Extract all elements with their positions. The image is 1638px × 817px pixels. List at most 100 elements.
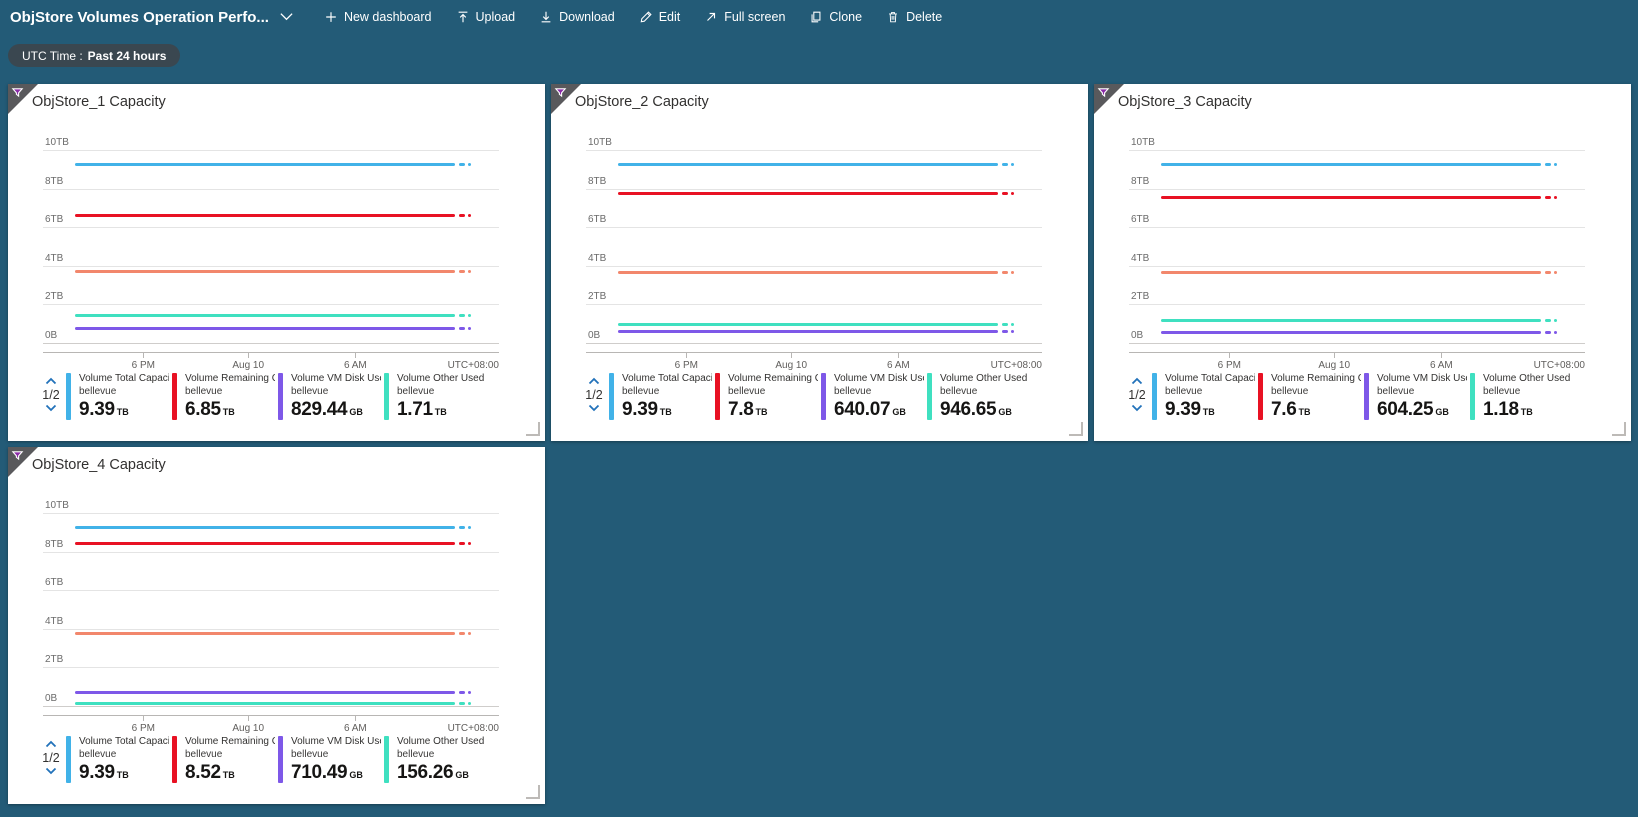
resource-name: bellevue xyxy=(1271,386,1309,397)
tile-filter-badge[interactable] xyxy=(1094,84,1124,114)
metric-number: 946.65 xyxy=(940,399,997,420)
resource-name: bellevue xyxy=(1377,386,1415,397)
pager-down-icon[interactable] xyxy=(1131,404,1143,412)
series-line-orange xyxy=(618,271,1014,275)
gridline: 8TB xyxy=(43,176,499,190)
metric-unit: GB xyxy=(998,407,1012,417)
time-range-prefix: UTC Time : xyxy=(22,48,83,63)
x-axis-label: 6 PM xyxy=(131,723,155,734)
legend-card-text: Volume VM Disk Used ... bellevue 829.44G… xyxy=(291,373,381,421)
plus-icon xyxy=(326,12,336,22)
metric-name: Volume VM Disk Used ... xyxy=(291,373,381,384)
legend-card-text: Volume VM Disk Used ... bellevue 640.07G… xyxy=(834,373,924,421)
resource-name: bellevue xyxy=(79,386,117,397)
edit-button[interactable]: Edit xyxy=(639,10,680,24)
metric-unit: TB xyxy=(1520,407,1533,417)
resource-name: bellevue xyxy=(397,749,435,760)
series-line-blue xyxy=(1161,163,1557,166)
legend-row: 1/2 Volume Total Capacit... bellevue 9.3… xyxy=(8,736,545,792)
x-axis-label: 6 AM xyxy=(343,360,367,371)
metric-number: 829.44 xyxy=(291,399,348,420)
tile-filter-badge[interactable] xyxy=(8,84,38,114)
legend-card-text: Volume VM Disk Used ... bellevue 710.49G… xyxy=(291,736,381,784)
tile-title: ObjStore_1 Capacity xyxy=(32,94,166,110)
tile-resize-handle[interactable] xyxy=(1612,422,1626,436)
series-color-bar xyxy=(66,736,71,783)
upload-icon xyxy=(458,11,467,23)
chevron-down-icon[interactable] xyxy=(279,10,294,28)
x-axis-tick xyxy=(248,353,250,358)
metric-name: Volume Total Capacit... xyxy=(622,373,712,384)
y-axis-label: 6TB xyxy=(588,214,607,226)
clone-icon xyxy=(811,11,821,23)
series-color-bar xyxy=(927,373,932,420)
metric-name: Volume Total Capacit... xyxy=(1165,373,1255,384)
resource-name: bellevue xyxy=(728,386,766,397)
time-range-pill[interactable]: UTC Time : Past 24 hours xyxy=(8,44,181,67)
new-dashboard-button[interactable]: New dashboard xyxy=(324,10,432,24)
series-line-red xyxy=(618,191,1014,195)
x-axis: 6 PM Aug 10 6 AM UTC+08:00 xyxy=(43,352,499,377)
metric-unit: TB xyxy=(434,407,447,417)
pager-up-icon[interactable] xyxy=(45,740,57,748)
metric-unit: GB xyxy=(455,770,469,780)
timezone-label: UTC+08:00 xyxy=(447,360,499,371)
metric-value: 710.49 GB xyxy=(291,762,381,784)
dashboard-title: ObjStore Volumes Operation Perfo... xyxy=(10,8,269,26)
tile-filter-badge[interactable] xyxy=(551,84,581,114)
metric-value: 156.26 GB xyxy=(397,762,487,784)
resource-name: bellevue xyxy=(185,386,223,397)
metric-value: 604.25 GB xyxy=(1377,399,1467,421)
tile-filter-badge[interactable] xyxy=(8,447,38,477)
metric-number: 156.26 xyxy=(397,762,454,783)
y-axis-label: 4TB xyxy=(45,252,64,264)
resource-name: bellevue xyxy=(834,386,872,397)
filter-funnel-icon xyxy=(1097,88,1110,98)
tile-resize-handle[interactable] xyxy=(526,785,540,799)
metric-value: 9.39 TB xyxy=(622,399,712,421)
tile-resize-handle[interactable] xyxy=(1069,422,1083,436)
metric-value: 640.07 GB xyxy=(834,399,924,421)
download-button[interactable]: Download xyxy=(539,10,615,24)
upload-button[interactable]: Upload xyxy=(456,10,515,24)
pager-up-icon[interactable] xyxy=(45,377,57,385)
pager-up-icon[interactable] xyxy=(588,377,600,385)
dashboard-title-dropdown[interactable]: ObjStore Volumes Operation Perfo... xyxy=(10,7,300,28)
metric-value: 1.71 TB xyxy=(397,399,487,421)
metric-number: 1.71 xyxy=(397,399,433,420)
time-range-value: Past 24 hours xyxy=(87,48,167,63)
pager-down-icon[interactable] xyxy=(588,404,600,412)
filter-funnel-icon xyxy=(11,88,24,98)
timezone-label: UTC+08:00 xyxy=(1533,360,1585,371)
legend-card: Volume Other Used Ca... bellevue 946.65G… xyxy=(927,373,1030,421)
metric-unit: TB xyxy=(116,770,129,780)
delete-button[interactable]: Delete xyxy=(886,10,942,24)
y-axis-label: 8TB xyxy=(45,175,64,187)
full-screen-button[interactable]: Full screen xyxy=(704,10,785,24)
series-line-blue xyxy=(618,163,1014,166)
y-axis-label: 0B xyxy=(1131,330,1144,341)
legend-card: Volume VM Disk Used ... bellevue 710.49G… xyxy=(278,736,381,784)
series-line-red xyxy=(1161,195,1557,199)
clone-button[interactable]: Clone xyxy=(809,10,862,24)
metric-number: 604.25 xyxy=(1377,399,1434,420)
x-axis-tick xyxy=(1334,353,1336,358)
legend-card: Volume VM Disk Used ... bellevue 829.44G… xyxy=(278,373,381,421)
x-axis-tick xyxy=(248,716,250,721)
y-axis-label: 6TB xyxy=(45,214,64,226)
pager-up-icon[interactable] xyxy=(1131,377,1143,385)
gridline: 0B xyxy=(1129,330,1585,344)
gridline: 8TB xyxy=(1129,176,1585,190)
resource-name: bellevue xyxy=(940,386,978,397)
tile-resize-handle[interactable] xyxy=(526,422,540,436)
legend-card-text: Volume Remaining Cap... bellevue 7.6TB xyxy=(1271,373,1361,421)
pager-down-icon[interactable] xyxy=(45,404,57,412)
metric-unit: TB xyxy=(755,407,768,417)
x-axis: 6 PM Aug 10 6 AM UTC+08:00 xyxy=(586,352,1042,377)
series-line-blue xyxy=(75,163,471,166)
y-axis-label: 10TB xyxy=(588,137,612,148)
metric-unit: TB xyxy=(659,407,672,417)
series-line-purple xyxy=(1161,330,1557,334)
pager-down-icon[interactable] xyxy=(45,767,57,775)
